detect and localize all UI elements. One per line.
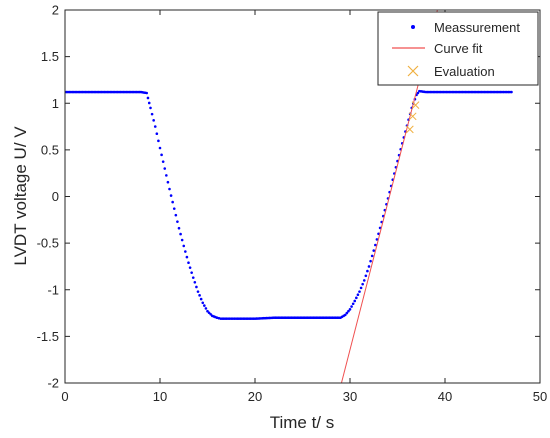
measurement-point <box>176 220 179 223</box>
y-tick-label: -2 <box>47 376 59 391</box>
measurement-point <box>510 90 513 94</box>
measurement-point <box>160 153 163 157</box>
measurement-point <box>153 125 157 128</box>
measurement-point <box>163 167 167 170</box>
legend-entry-evaluation: Evaluation <box>407 64 495 79</box>
legend-entry-curve-fit: Curve fit <box>392 41 483 56</box>
measurement-point <box>184 250 187 253</box>
y-tick-label: 1 <box>52 96 59 111</box>
measurement-point <box>195 285 198 289</box>
x-tick-label: 40 <box>438 389 452 404</box>
measurement-point <box>147 101 151 105</box>
legend-label-curve-fit: Curve fit <box>434 41 483 56</box>
evaluation-marker <box>411 101 420 109</box>
x-axis-label: Time t/ s <box>270 413 335 432</box>
legend-marker-evaluation <box>407 65 419 77</box>
measurement-point <box>150 112 154 116</box>
y-tick-label: -1 <box>47 282 59 297</box>
measurement-point <box>361 282 364 286</box>
measurement-point <box>171 200 174 204</box>
measurement-point <box>158 146 162 150</box>
measurement-point <box>372 249 376 252</box>
measurement-point <box>161 160 165 163</box>
measurement-point <box>190 271 193 274</box>
x-tick-label: 0 <box>61 389 68 404</box>
legend-entry-meassurement: Meassurement <box>411 20 520 35</box>
measurement-point <box>199 297 203 301</box>
measurement-point <box>177 226 181 230</box>
y-tick-label: 2 <box>52 3 59 18</box>
y-axis-label: LVDT voltage U/ V <box>11 126 30 266</box>
measurement-point <box>157 139 160 143</box>
measurement-point <box>174 213 178 217</box>
measurement-point <box>416 91 420 95</box>
measurement-point <box>364 274 368 278</box>
x-tick-label: 20 <box>248 389 262 404</box>
measurement-point <box>347 309 350 313</box>
measurement-point <box>343 313 347 317</box>
legend: Meassurement Curve fit Evaluation <box>377 11 539 86</box>
measurement-point <box>351 302 355 306</box>
measurement-point <box>152 119 155 122</box>
measurement-point <box>169 194 173 197</box>
measurement-point <box>185 255 189 259</box>
measurement-point <box>374 243 377 247</box>
measurement-point <box>187 261 190 265</box>
measurement-point <box>196 290 200 293</box>
legend-label-evaluation: Evaluation <box>434 64 495 79</box>
measurement-point <box>146 96 150 100</box>
y-tick-label: 0.5 <box>41 142 59 157</box>
measurement-point <box>353 299 357 303</box>
y-tick-label: 0 <box>52 189 59 204</box>
measurement-point <box>198 294 201 297</box>
measurement-point <box>182 244 186 248</box>
measurement-point <box>193 280 197 284</box>
measurement-point <box>165 174 168 177</box>
y-tick-label: 1.5 <box>41 49 59 64</box>
measurement-point <box>145 91 148 95</box>
measurement-point <box>168 187 171 191</box>
measurement-point <box>179 232 182 236</box>
measurement-point <box>375 238 379 241</box>
x-tick-label: 50 <box>533 389 547 404</box>
measurement-point <box>155 132 159 136</box>
measurement-point <box>203 304 206 307</box>
measurement-point <box>370 254 374 258</box>
x-tick-label: 30 <box>343 389 357 404</box>
evaluation-marker <box>405 125 414 134</box>
measurement-point <box>345 311 349 315</box>
measurement-point <box>356 293 360 297</box>
measurement-point <box>180 238 184 242</box>
measurement-point <box>149 106 152 110</box>
measurement-point <box>358 290 361 293</box>
y-tick-label: -0.5 <box>37 236 59 251</box>
y-tick-label: -1.5 <box>37 329 59 344</box>
measurement-point <box>204 307 208 310</box>
measurement-point <box>350 305 353 308</box>
legend-label-meassurement: Meassurement <box>434 20 520 35</box>
measurement-point <box>359 286 363 290</box>
evaluation-marker <box>408 112 417 121</box>
measurement-point <box>367 265 371 268</box>
x-tick-label: 10 <box>153 389 167 404</box>
measurement-point <box>191 276 195 279</box>
measurement-point <box>201 301 205 305</box>
legend-marker-meassurement <box>411 25 415 29</box>
measurement-point <box>369 259 372 263</box>
measurement-point <box>166 180 170 184</box>
measurement-point <box>172 207 176 210</box>
measurement-point <box>348 308 352 311</box>
measurement-point <box>355 296 358 300</box>
measurement-point <box>362 279 366 282</box>
measurement-point <box>188 266 192 269</box>
measurement-point <box>366 269 369 273</box>
